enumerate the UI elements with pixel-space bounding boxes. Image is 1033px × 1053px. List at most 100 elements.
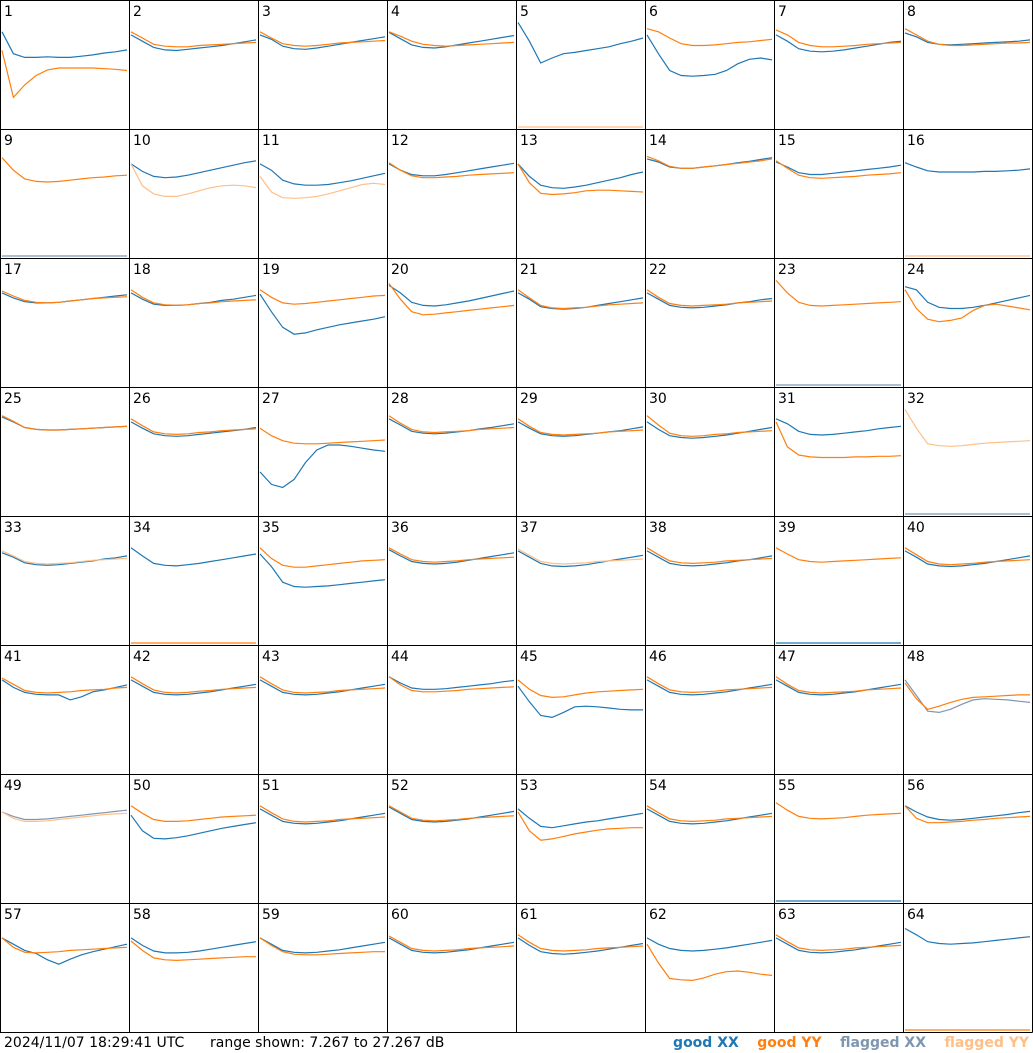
series-xx-panel-24 [904,286,1031,310]
series-xx-panel-52 [388,806,515,823]
panel-label-27: 27 [262,391,280,407]
panel-18: 18 [130,262,257,307]
series-xx-panel-43 [259,679,386,696]
series-yy-panel-2 [130,31,257,48]
panel-42: 42 [130,649,257,696]
panel-1: 1 [1,4,128,99]
series-xx-panel-34 [130,547,257,567]
series-yy-panel-25 [1,415,128,431]
panel-37: 37 [517,520,644,568]
series-yy-panel-35 [259,547,386,568]
panel-31: 31 [775,391,902,459]
series-yy-panel-12 [388,162,515,179]
series-yy-panel-45 [517,679,644,699]
panel-label-32: 32 [907,391,925,407]
series-xx-panel-50 [130,814,257,840]
panel-25: 25 [1,391,128,431]
series-xx-panel-40 [904,550,1031,568]
series-yy-panel-22 [646,289,773,307]
panel-label-19: 19 [262,262,280,278]
series-xx-panel-31 [775,418,902,436]
panel-label-61: 61 [520,907,538,923]
panel-label-29: 29 [520,391,538,407]
panel-label-21: 21 [520,262,538,278]
series-xx-panel-46 [646,679,773,696]
panel-48: 48 [904,649,1031,714]
panel-label-34: 34 [133,520,151,536]
series-xx-panel-1 [1,31,128,59]
series-yy-panel-14 [646,155,773,169]
series-yy-panel-38 [646,547,773,565]
panel-label-38: 38 [649,520,667,536]
panel-label-60: 60 [391,907,409,923]
panel-label-9: 9 [4,133,13,149]
panel-label-1: 1 [4,4,13,20]
series-xx-panel-25 [1,416,128,431]
series-xx-panel-41 [1,679,128,701]
series-xx-panel-10 [130,160,257,179]
panel-11: 11 [259,133,386,199]
panel-label-18: 18 [133,262,151,278]
panel-label-20: 20 [391,262,409,278]
series-yy-panel-50 [130,805,257,823]
panel-label-10: 10 [133,133,151,149]
series-xx-panel-3 [259,34,386,50]
series-xx-panel-11 [259,163,386,186]
series-yy-panel-46 [646,676,773,694]
series-xx-panel-48 [904,679,1031,714]
panel-20: 20 [388,262,515,316]
series-yy-panel-59 [259,937,385,956]
panel-3: 3 [259,4,386,50]
series-xx-panel-18 [130,292,257,306]
series-yy-panel-4 [388,31,515,47]
panel-56: 56 [904,778,1031,824]
panel-label-30: 30 [649,391,667,407]
panel-label-41: 41 [4,649,22,665]
panel-33: 33 [1,520,128,566]
panel-7: 7 [775,4,902,53]
panel-label-5: 5 [520,4,529,20]
panel-59: 59 [259,907,386,956]
series-xx-panel-56 [904,805,1031,821]
series-xx-panel-62 [646,937,773,952]
series-xx-panel-36 [388,549,515,565]
panel-label-42: 42 [133,649,151,665]
panel-label-22: 22 [649,262,667,278]
series-xx-panel-6 [646,34,773,77]
panel-label-11: 11 [262,133,280,149]
series-yy-panel-62 [646,943,773,982]
panel-61: 61 [517,907,644,955]
series-xx-panel-12 [388,162,515,177]
series-xx-panel-8 [904,32,1031,46]
panel-16: 16 [904,133,1031,257]
panel-23: 23 [775,262,902,386]
series-yy-panel-19 [259,289,386,305]
series-yy-panel-18 [130,289,257,307]
panel-label-4: 4 [391,4,400,20]
panel-label-53: 53 [520,778,538,794]
panel-24: 24 [904,262,1031,323]
panel-53: 53 [517,778,644,841]
series-xx-panel-19 [259,293,386,335]
series-yy-panel-61 [517,934,644,952]
series-xx-panel-64 [904,927,1031,945]
panel-60: 60 [388,907,515,954]
series-yy-panel-21 [517,289,644,310]
panel-17: 17 [1,262,128,304]
series-yy-panel-3 [259,31,386,47]
series-xx-panel-30 [646,421,773,439]
series-yy-panel-57 [1,937,128,954]
legend-flagged-yy: flagged YY [944,1035,1029,1051]
series-xx-panel-22 [646,292,773,309]
panel-40: 40 [904,520,1031,568]
panel-label-62: 62 [649,907,667,923]
panel-label-35: 35 [262,520,280,536]
panel-57: 57 [1,907,128,965]
panel-22: 22 [646,262,773,309]
panel-52: 52 [388,778,515,823]
panel-36: 36 [388,520,515,565]
panel-35: 35 [259,520,386,588]
panel-49: 49 [1,778,128,823]
